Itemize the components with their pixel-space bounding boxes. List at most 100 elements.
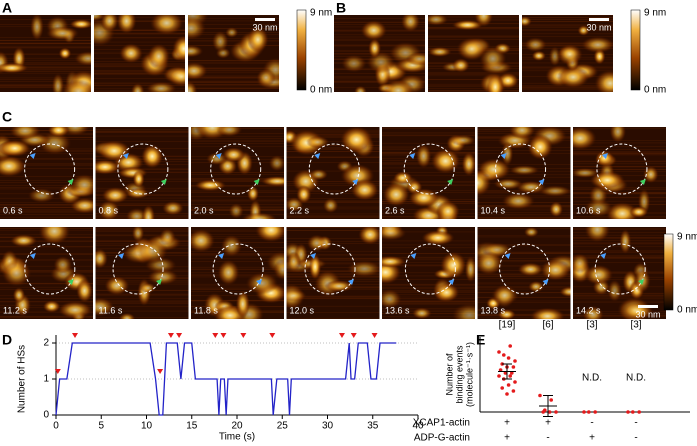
arrowhead bbox=[118, 253, 125, 259]
time-label: 13.8 s bbox=[481, 305, 506, 315]
blob bbox=[556, 43, 583, 66]
count-label: [6] bbox=[542, 320, 553, 331]
dashed-circle bbox=[304, 243, 356, 295]
blob bbox=[172, 35, 185, 63]
blob bbox=[188, 44, 204, 58]
arrowhead bbox=[256, 279, 263, 285]
blob bbox=[464, 255, 475, 283]
data-point bbox=[498, 368, 503, 372]
blob bbox=[508, 165, 540, 176]
count-label: [3] bbox=[630, 320, 641, 331]
blob bbox=[382, 227, 407, 241]
x-tick-label: 15 bbox=[186, 421, 198, 432]
data-point bbox=[508, 374, 512, 378]
blob bbox=[188, 62, 208, 80]
y-axis-label: binding events bbox=[454, 345, 464, 404]
blob bbox=[38, 227, 71, 245]
blob bbox=[217, 259, 240, 286]
time-label: 11.8 s bbox=[194, 305, 218, 315]
blob bbox=[101, 186, 129, 204]
time-label: 10.4 s bbox=[481, 205, 506, 215]
blob bbox=[358, 227, 380, 245]
dashed-circle bbox=[24, 243, 76, 295]
blob bbox=[451, 19, 484, 31]
blob bbox=[411, 307, 432, 319]
x-tick-label: 25 bbox=[277, 421, 289, 432]
data-point bbox=[547, 410, 552, 414]
blob bbox=[161, 200, 185, 216]
x-tick-label: 5 bbox=[98, 421, 104, 432]
blob bbox=[501, 141, 514, 167]
blob bbox=[309, 168, 329, 181]
sign: - bbox=[634, 433, 637, 444]
time-label: 11.2 s bbox=[3, 305, 27, 315]
error-bar bbox=[543, 395, 553, 417]
colorbar-max: 9 nm bbox=[644, 8, 666, 19]
afm-image bbox=[382, 227, 475, 319]
blob bbox=[523, 227, 539, 238]
data-point bbox=[511, 389, 516, 393]
dashed-circle bbox=[117, 143, 169, 195]
dashed-circle bbox=[404, 243, 456, 295]
x-tick-label: 0 bbox=[53, 421, 59, 432]
time-label: 10.6 s bbox=[576, 205, 601, 215]
event-marker bbox=[269, 333, 276, 338]
data-point bbox=[631, 410, 635, 414]
time-label: 0.6 s bbox=[3, 205, 23, 215]
afm-image bbox=[0, 227, 93, 319]
blob bbox=[415, 143, 432, 169]
blob bbox=[497, 309, 516, 319]
blob bbox=[306, 234, 327, 252]
blob bbox=[430, 148, 461, 174]
blob bbox=[228, 203, 244, 219]
count-label: [19] bbox=[499, 320, 516, 331]
arrowhead bbox=[253, 179, 260, 185]
blob bbox=[235, 290, 250, 318]
blob bbox=[188, 16, 207, 41]
afm-image bbox=[0, 127, 93, 219]
blob bbox=[132, 170, 145, 188]
panel-label: C bbox=[2, 109, 12, 125]
sign: - bbox=[634, 418, 637, 429]
blob bbox=[629, 206, 649, 218]
blob bbox=[74, 51, 91, 66]
blob bbox=[296, 185, 312, 204]
dashed-circle bbox=[24, 143, 76, 195]
blob bbox=[249, 199, 262, 219]
data-point bbox=[538, 393, 542, 398]
event-marker bbox=[167, 333, 174, 338]
time-label: 0.8 s bbox=[99, 205, 119, 215]
blob bbox=[594, 69, 613, 92]
blob bbox=[211, 30, 229, 53]
blob bbox=[241, 212, 278, 219]
blob bbox=[451, 58, 470, 73]
time-label: 13.6 s bbox=[385, 305, 410, 315]
blob bbox=[531, 50, 547, 62]
blob bbox=[119, 43, 143, 64]
blob bbox=[42, 300, 61, 313]
event-marker bbox=[240, 333, 247, 338]
event-marker bbox=[176, 333, 183, 338]
event-marker bbox=[371, 333, 378, 338]
afm-image bbox=[573, 127, 666, 219]
blob bbox=[595, 150, 615, 166]
blob bbox=[584, 227, 611, 243]
blob bbox=[517, 262, 544, 277]
afm-image bbox=[573, 227, 666, 319]
blob bbox=[583, 198, 614, 218]
blob bbox=[268, 154, 284, 172]
data-point bbox=[500, 386, 505, 390]
scale-bar-label: 30 nm bbox=[635, 309, 660, 319]
blob bbox=[528, 280, 545, 293]
data-point bbox=[508, 344, 512, 348]
blob bbox=[428, 46, 452, 57]
blob bbox=[0, 139, 31, 157]
arrowhead bbox=[156, 279, 163, 285]
data-point bbox=[626, 410, 630, 414]
time-label: 2.6 s bbox=[385, 205, 405, 215]
blob bbox=[527, 134, 553, 160]
afm-image bbox=[0, 15, 91, 92]
y-tick-label: 1 bbox=[43, 374, 49, 385]
dashed-circle bbox=[403, 143, 455, 195]
